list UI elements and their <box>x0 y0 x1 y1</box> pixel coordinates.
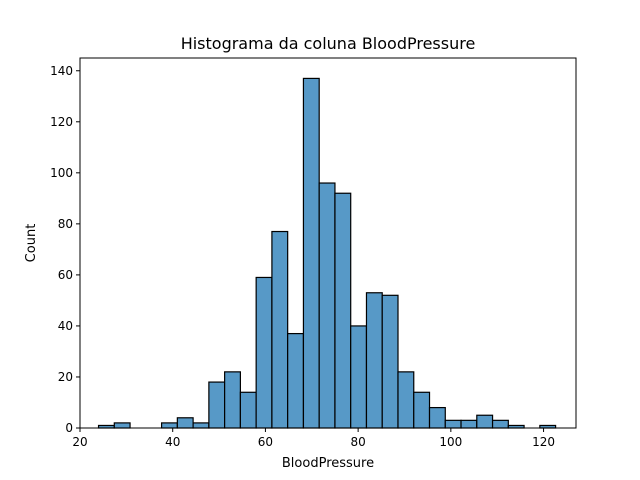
x-tick-label: 40 <box>165 435 180 449</box>
histogram-bar-7 <box>208 381 226 429</box>
histogram-bar-10 <box>255 276 273 429</box>
y-tick-label: 120 <box>50 115 73 129</box>
histogram-bar-12 <box>287 332 305 429</box>
y-axis-ticks: 0 20 40 60 80 100 120 140 <box>50 64 80 435</box>
histogram-bar-18 <box>381 294 399 429</box>
x-axis-label: BloodPressure <box>282 456 374 471</box>
histogram-bar-23 <box>460 419 478 429</box>
x-tick-label: 100 <box>439 435 462 449</box>
histogram-bar-19 <box>397 371 415 429</box>
y-tick-label: 60 <box>58 268 73 282</box>
histogram-bar-21 <box>428 406 446 429</box>
histogram-bar-11 <box>271 230 289 429</box>
histogram-bar-8 <box>224 371 241 429</box>
histogram-bar-9 <box>239 391 257 429</box>
histogram-bar-6 <box>192 422 210 429</box>
histogram-bar-20 <box>413 391 431 429</box>
y-tick-label: 20 <box>58 370 73 384</box>
plot-frame <box>79 57 577 429</box>
histogram-bar-24 <box>476 414 494 429</box>
x-tick-label: 20 <box>72 435 87 449</box>
x-axis-ticks: 20 40 60 80 100 120 <box>72 428 555 449</box>
histogram-bar-15 <box>334 192 352 429</box>
x-tick-label: 60 <box>258 435 273 449</box>
histogram-bar-13 <box>302 77 320 429</box>
chart-title: Histograma da coluna BloodPressure <box>181 34 476 53</box>
y-tick-label: 140 <box>50 64 73 78</box>
histogram-bar-4 <box>160 422 178 429</box>
y-tick-label: 40 <box>58 319 73 333</box>
histogram-bar-14 <box>318 182 336 429</box>
x-tick-label: 120 <box>532 435 555 449</box>
x-tick-label: 80 <box>350 435 365 449</box>
y-tick-label: 80 <box>58 217 73 231</box>
histogram-bar-5 <box>176 417 194 429</box>
histogram-bar-16 <box>350 325 368 429</box>
y-tick-label: 100 <box>50 166 73 180</box>
histogram-bar-25 <box>491 419 509 429</box>
histogram-bar-17 <box>365 292 383 429</box>
bars-group <box>97 77 557 429</box>
y-axis-label: Count <box>24 224 39 263</box>
histogram-bar-22 <box>444 419 462 429</box>
y-tick-label: 0 <box>65 421 73 435</box>
histogram-bar-1 <box>113 422 131 429</box>
